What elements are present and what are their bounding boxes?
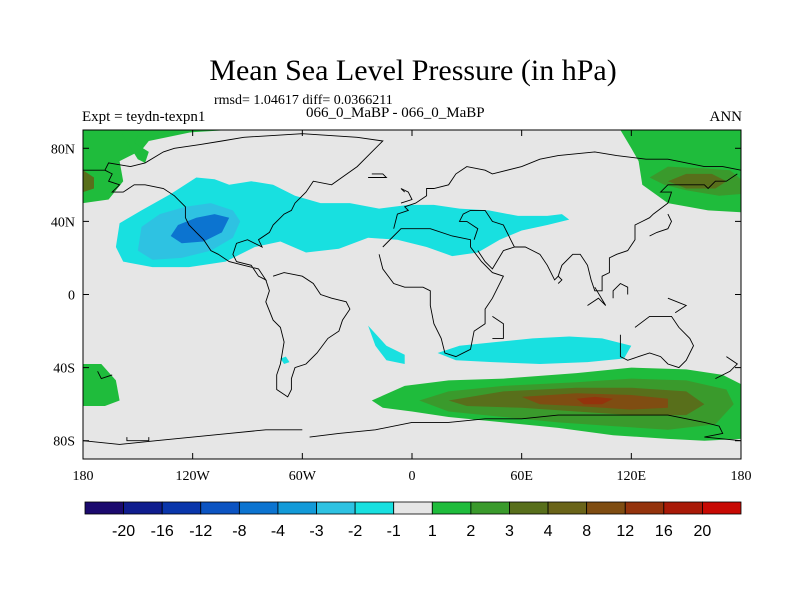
colorbar-label: -1: [387, 523, 401, 540]
anomaly-north-pacific-low-outer: [115, 177, 570, 268]
colorbar-swatch: [547, 501, 588, 515]
chart-title: Mean Sea Level Pressure (in hPa): [209, 54, 617, 87]
colorbar-swatch: [393, 501, 433, 515]
colorbar-label: 20: [694, 523, 712, 540]
y-tick-label: 80S: [53, 435, 75, 450]
coastline-0: [83, 133, 384, 282]
colorbar-label: -16: [151, 523, 174, 540]
coastline-13: [612, 282, 629, 299]
anomaly-south-indian-low: [437, 336, 632, 364]
coastline-9: [126, 437, 150, 442]
coastline-14: [667, 297, 688, 314]
anomaly-southern-ocean-high-core: [576, 396, 614, 405]
colorbar-label: -4: [271, 523, 285, 540]
colorbar-label: 3: [505, 523, 514, 540]
colorbar-label: -8: [232, 523, 246, 540]
anomaly-north-pacific-low-core: [170, 214, 230, 244]
colorbar-swatch: [509, 501, 549, 515]
colorbar-label: 2: [466, 523, 475, 540]
anomaly-arctic-high-west: [83, 130, 202, 204]
colorbar-swatch: [238, 501, 279, 515]
x-tick-label: 60W: [289, 469, 317, 484]
coastline-8: [83, 429, 303, 445]
colorbar-label: 16: [655, 523, 673, 540]
stats-text: rmsd= 1.04617 diff= 0.0366211: [214, 93, 393, 108]
coastline-12: [587, 286, 607, 306]
x-tick-label: 180: [73, 469, 94, 484]
colorbar-label: -2: [348, 523, 362, 540]
y-tick-label: 0: [68, 289, 75, 304]
colorbar-label: 8: [582, 523, 591, 540]
colorbar-label: 12: [616, 523, 634, 540]
y-tick-label: 40N: [51, 215, 75, 230]
coastline-11: [715, 356, 739, 380]
colorbar-swatch: [123, 501, 163, 515]
coastline-19: [400, 188, 413, 204]
coastline-10: [97, 371, 113, 380]
colorbar-label: -20: [112, 523, 135, 540]
x-tick-label: 0: [409, 469, 416, 484]
anomaly-small-atlantic-low: [280, 356, 290, 364]
colorbar-label: 1: [428, 523, 437, 540]
coastline-7: [309, 414, 741, 442]
colorbar: -20 -16 -12 -8 -4 -3 -2 -1 1 2 3 4 8 12 16 20: [84, 501, 742, 540]
colorbar-swatch: [624, 501, 665, 515]
colorbar-swatch: [161, 501, 202, 515]
coastline-4: [458, 209, 516, 270]
colorbar-label: -12: [189, 523, 212, 540]
colorbar-swatch: [470, 501, 510, 515]
colorbar-label: -3: [309, 523, 323, 540]
case-label: 066_0_MaBP - 066_0_MaBP: [306, 105, 485, 121]
anomaly-dateline-high: [83, 170, 94, 193]
x-tick-label: 120E: [617, 469, 647, 484]
x-tick-label: 60E: [510, 469, 533, 484]
coastline-18: [368, 173, 388, 178]
x-tick-label: 120W: [176, 469, 211, 484]
colorbar-swatch: [316, 501, 356, 515]
coastline-17: [649, 213, 673, 237]
anomaly-south-atlantic-low: [368, 325, 405, 364]
anomaly-south-pacific-high: [83, 364, 120, 406]
colorbar-swatch: [277, 501, 317, 515]
y-tick-label: 80N: [51, 142, 75, 157]
colorbar-swatch: [84, 501, 124, 515]
coastline-6: [619, 315, 695, 369]
map-layer: [83, 130, 741, 459]
colorbar-label: 4: [544, 523, 553, 540]
coastline-15: [492, 316, 504, 339]
coastline-2: [378, 228, 505, 358]
season-label: ANN: [709, 109, 743, 125]
axis-ticks: 180 120W 60W 0 60E 120E 180 80N 40N 0 40S 80S: [51, 130, 752, 484]
colorbar-swatch: [586, 501, 626, 515]
colorbar-swatch: [663, 501, 703, 515]
colorbar-swatch: [431, 501, 472, 515]
colorbar-swatch: [200, 501, 240, 515]
coastline-1: [265, 272, 351, 398]
coastline-3: [393, 151, 741, 229]
coastline-5: [514, 173, 738, 292]
experiment-label: Expt = teydn-texpn1: [82, 109, 206, 125]
coastline-16: [557, 275, 563, 284]
x-tick-label: 180: [731, 469, 752, 484]
colorbar-swatch: [702, 501, 742, 515]
colorbar-swatch: [354, 501, 395, 515]
y-tick-label: 40S: [53, 362, 75, 377]
